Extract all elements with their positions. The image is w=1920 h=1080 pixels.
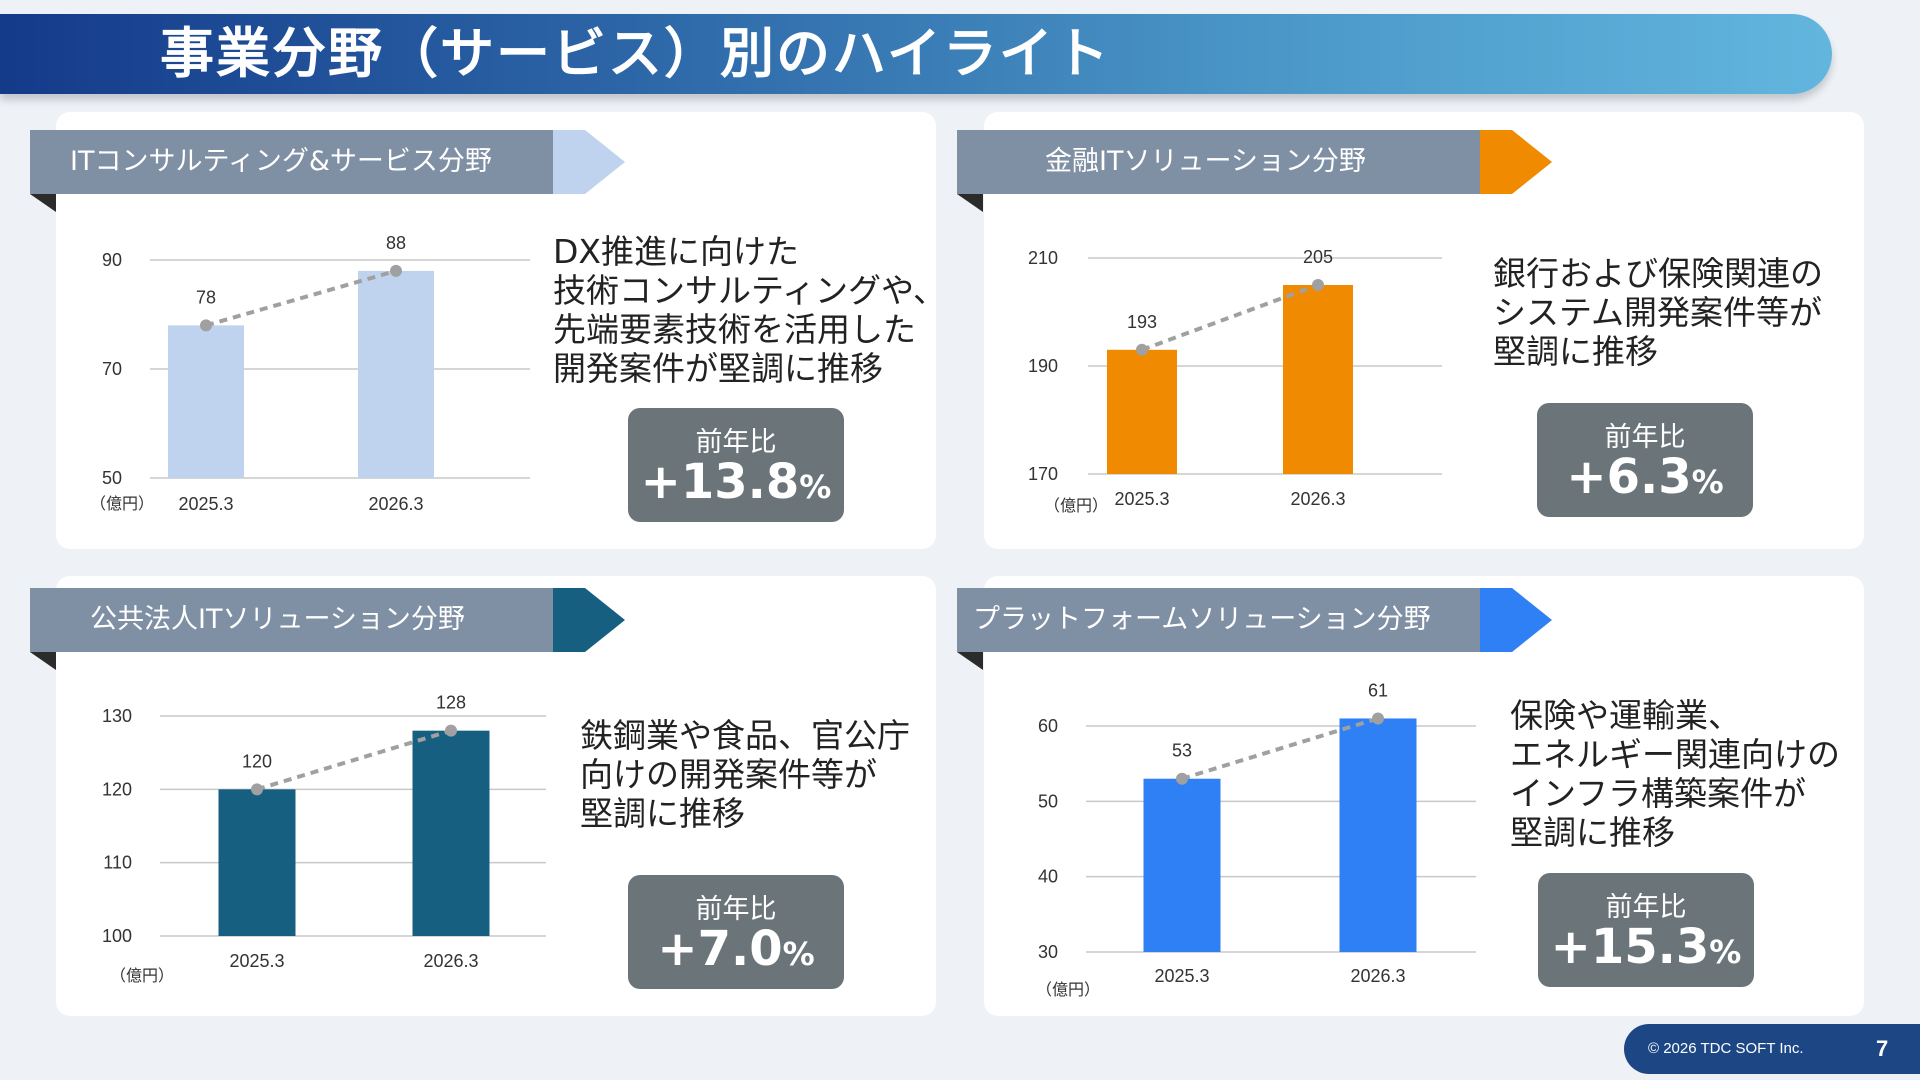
panel-description: 銀行および保険関連の システム開発案件等が 堅調に推移 <box>1493 254 1823 371</box>
yoy-label: 前年比 <box>695 894 777 925</box>
trend-line <box>1141 283 1319 352</box>
title-bar: 事業分野（サービス）別のハイライト <box>0 14 1832 94</box>
y-tick-label: 190 <box>1028 356 1058 376</box>
panel-ribbon: 金融ITソリューション分野 <box>957 130 1557 212</box>
panel-description: 鉄鋼業や食品、官公庁 向けの開発案件等が 堅調に推移 <box>580 716 910 833</box>
unit-label: （億円） <box>90 494 154 513</box>
trend-point <box>1372 712 1384 725</box>
panel-label: プラットフォームソリューション分野 <box>973 604 1431 635</box>
yoy-value: +7.0% <box>657 921 815 977</box>
yoy-value: +6.3% <box>1566 449 1724 505</box>
yoy-badge: 前年比 +6.3% <box>1537 403 1753 517</box>
ribbon-arrow-icon <box>553 588 625 652</box>
bar <box>1283 285 1353 474</box>
trend-point <box>445 724 457 737</box>
unit-label: （億円） <box>110 966 174 985</box>
trend-point <box>1176 772 1188 785</box>
panel-label: 公共法人ITソリューション分野 <box>90 604 465 635</box>
y-tick-label: 70 <box>102 359 122 379</box>
y-tick-label: 90 <box>102 250 122 270</box>
panel-ribbon: プラットフォームソリューション分野 <box>957 588 1557 670</box>
trend-point <box>251 783 263 796</box>
y-tick-label: 50 <box>102 468 122 488</box>
trend-line <box>205 268 397 328</box>
x-tick-label: 2025.3 <box>1114 489 1169 509</box>
data-label: 120 <box>242 751 272 771</box>
data-label: 61 <box>1368 680 1388 700</box>
panel-ribbon: ITコンサルティング&サービス分野 <box>30 130 630 212</box>
bar-chart-platform: 30 40 50 60 53 2025.3 61 2026.3 （億円） <box>1036 680 1476 999</box>
x-tick-label: 2025.3 <box>178 494 233 514</box>
ribbon-fold-icon <box>30 652 56 670</box>
yoy-value: +13.8% <box>640 454 832 510</box>
y-tick-label: 210 <box>1028 248 1058 268</box>
bar <box>1143 778 1221 952</box>
trend-point <box>1136 343 1148 356</box>
panel-ribbon: 公共法人ITソリューション分野 <box>30 588 630 670</box>
y-tick-label: 100 <box>102 926 132 946</box>
yoy-badge: 前年比 +15.3% <box>1538 873 1754 987</box>
y-tick-label: 30 <box>1038 942 1058 962</box>
ribbon-fold-icon <box>957 652 983 670</box>
data-label: 205 <box>1303 247 1333 267</box>
panel-description: 保険や運輸業、 エネルギー関連向けの インフラ構築案件が 堅調に推移 <box>1510 696 1840 852</box>
bar <box>412 730 490 936</box>
trend-point <box>1312 279 1324 291</box>
y-tick-label: 60 <box>1038 716 1058 736</box>
trend-point <box>390 264 402 277</box>
ribbon-arrow-icon <box>1480 588 1552 652</box>
ribbon-arrow-icon <box>1480 130 1552 194</box>
trend-line <box>1181 716 1379 781</box>
y-tick-label: 50 <box>1038 791 1058 811</box>
trend-point <box>200 319 212 332</box>
y-tick-label: 130 <box>102 706 132 726</box>
x-tick-label: 2026.3 <box>1290 489 1345 509</box>
panel-label: ITコンサルティング&サービス分野 <box>70 146 492 177</box>
page-number: 7 <box>1876 1036 1889 1061</box>
x-tick-label: 2026.3 <box>423 951 478 971</box>
y-tick-label: 120 <box>102 779 132 799</box>
copyright: © 2026 TDC SOFT Inc. <box>1648 1040 1804 1057</box>
bar <box>168 325 244 478</box>
data-label: 88 <box>386 233 406 253</box>
bar <box>1107 349 1177 474</box>
x-tick-label: 2026.3 <box>368 494 423 514</box>
y-tick-label: 110 <box>103 853 132 873</box>
data-label: 53 <box>1172 741 1192 761</box>
bar <box>1339 718 1417 952</box>
bar-chart-public-it: 100 110 120 130 120 2025.3 128 2026.3 （億円） <box>102 693 546 985</box>
x-tick-label: 2025.3 <box>229 951 284 971</box>
yoy-label: 前年比 <box>695 427 777 458</box>
data-label: 193 <box>1127 312 1157 332</box>
unit-label: （億円） <box>1036 980 1100 999</box>
y-tick-label: 170 <box>1028 464 1058 484</box>
yoy-badge: 前年比 +13.8% <box>628 408 844 522</box>
trend-line <box>256 728 452 792</box>
panel-label: 金融ITソリューション分野 <box>1045 146 1366 177</box>
panel-description: DX推進に向けた 技術コンサルティングや、 先端要素技術を活用した 開発案件が堅… <box>553 232 947 388</box>
ribbon-arrow-icon <box>553 130 625 194</box>
bar <box>218 789 296 936</box>
bar-chart-finance-it: 170 190 210 193 2025.3 205 2026.3 （億円） <box>1028 247 1442 515</box>
x-tick-label: 2025.3 <box>1154 966 1209 986</box>
yoy-label: 前年比 <box>1605 892 1687 923</box>
footer: © 2026 TDC SOFT Inc. 7 <box>1624 1024 1920 1074</box>
yoy-badge: 前年比 +7.0% <box>628 875 844 989</box>
bar-chart-it-consulting: 50 70 90 78 2025.3 88 2026.3 （億円） <box>90 233 530 514</box>
unit-label: （億円） <box>1044 496 1108 515</box>
yoy-label: 前年比 <box>1604 422 1686 453</box>
bar <box>358 270 434 478</box>
data-label: 128 <box>436 693 466 713</box>
data-label: 78 <box>196 287 216 307</box>
x-tick-label: 2026.3 <box>1350 966 1405 986</box>
ribbon-fold-icon <box>957 194 983 212</box>
yoy-value: +15.3% <box>1550 919 1742 975</box>
page-title: 事業分野（サービス）別のハイライト <box>160 22 1111 85</box>
ribbon-fold-icon <box>30 194 56 212</box>
y-tick-label: 40 <box>1038 867 1058 887</box>
